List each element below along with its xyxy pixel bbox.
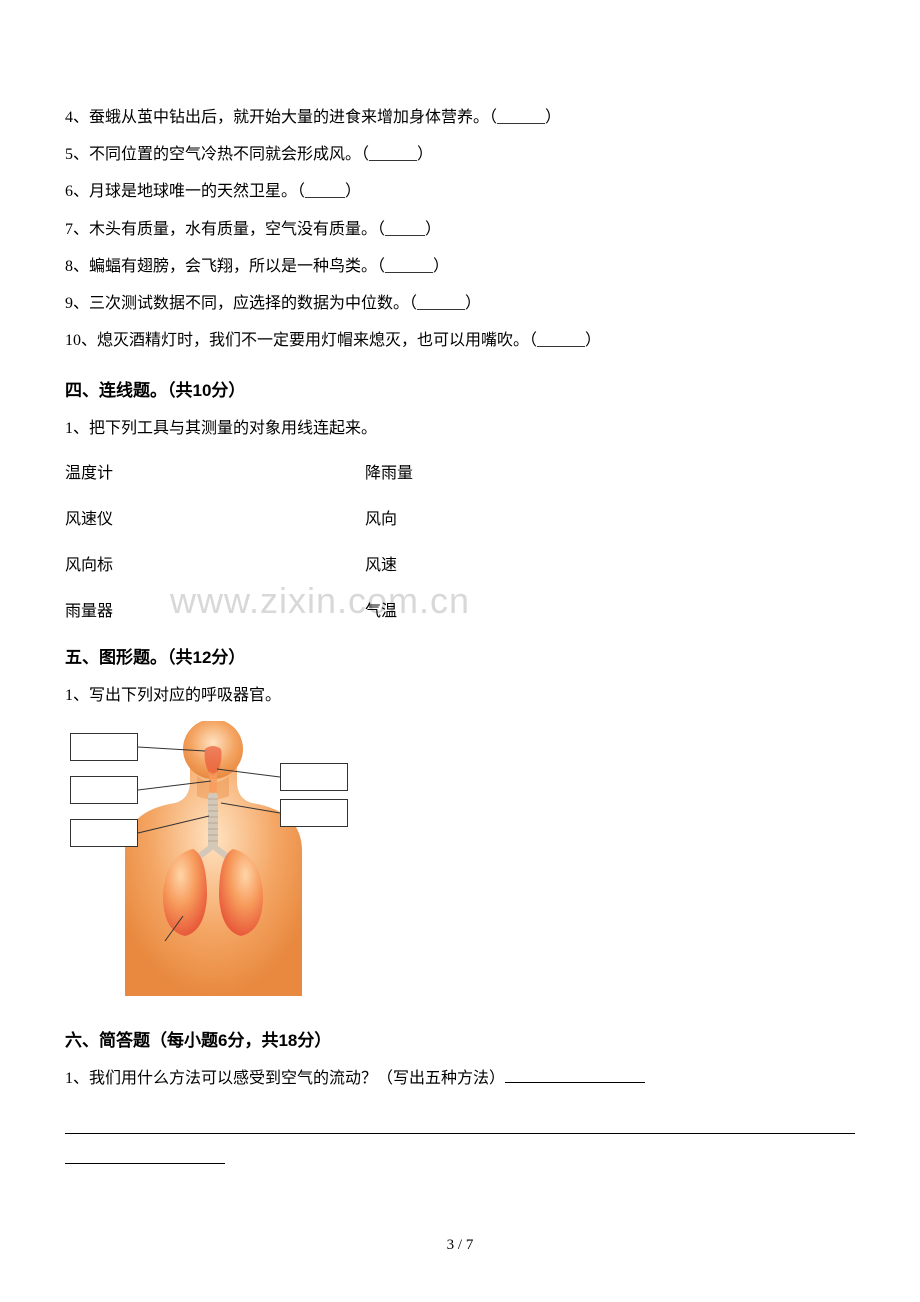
judge-q10: 10、熄灭酒精灯时，我们不一定要用灯帽来熄灭，也可以用嘴吹。（______） (65, 323, 855, 358)
judge-q9: 9、三次测试数据不同，应选择的数据为中位数。（______） (65, 286, 855, 321)
matching-left-3: 风向标 (65, 551, 365, 575)
matching-row: 雨量器 气温 (65, 597, 855, 621)
section6-title: 六、简答题（每小题6分，共18分） (65, 1026, 855, 1051)
matching-row: 风向标 风速 (65, 551, 855, 575)
answer-blank-1[interactable] (505, 1082, 645, 1083)
respiratory-diagram (65, 721, 360, 1001)
matching-right-3: 风速 (365, 551, 397, 575)
label-box-2[interactable] (70, 776, 138, 804)
label-box-5[interactable] (280, 799, 348, 827)
matching-left-4: 雨量器 (65, 597, 365, 621)
section4-title: 四、连线题。（共10分） (65, 376, 855, 401)
matching-left-1: 温度计 (65, 459, 365, 483)
section5-intro: 1、写出下列对应的呼吸器官。 (65, 678, 855, 713)
judge-q4: 4、蚕蛾从茧中钻出后，就开始大量的进食来增加身体营养。（______） (65, 100, 855, 135)
answer-blank-2[interactable] (65, 1106, 855, 1134)
judge-q8: 8、蝙蝠有翅膀，会飞翔，所以是一种鸟类。（______） (65, 249, 855, 284)
answer-blank-3[interactable] (65, 1144, 225, 1164)
label-box-4[interactable] (280, 763, 348, 791)
label-box-3[interactable] (70, 819, 138, 847)
matching-row: 温度计 降雨量 (65, 459, 855, 483)
matching-left-2: 风速仪 (65, 505, 365, 529)
section6-q1-text: 1、我们用什么方法可以感受到空气的流动？（写出五种方法） (65, 1070, 505, 1087)
section6-q1: 1、我们用什么方法可以感受到空气的流动？（写出五种方法） (65, 1061, 855, 1096)
section5-title: 五、图形题。（共12分） (65, 643, 855, 668)
judge-q5: 5、不同位置的空气冷热不同就会形成风。（______） (65, 137, 855, 172)
page-number: 3 / 7 (0, 1237, 920, 1254)
matching-right-4: 气温 (365, 597, 397, 621)
judge-q6: 6、月球是地球唯一的天然卫星。（_____） (65, 174, 855, 209)
section4-intro: 1、把下列工具与其测量的对象用线连起来。 (65, 411, 855, 446)
matching-row: 风速仪 风向 (65, 505, 855, 529)
label-box-1[interactable] (70, 733, 138, 761)
matching-right-2: 风向 (365, 505, 397, 529)
matching-right-1: 降雨量 (365, 459, 413, 483)
judge-q7: 7、木头有质量，水有质量，空气没有质量。（_____） (65, 212, 855, 247)
